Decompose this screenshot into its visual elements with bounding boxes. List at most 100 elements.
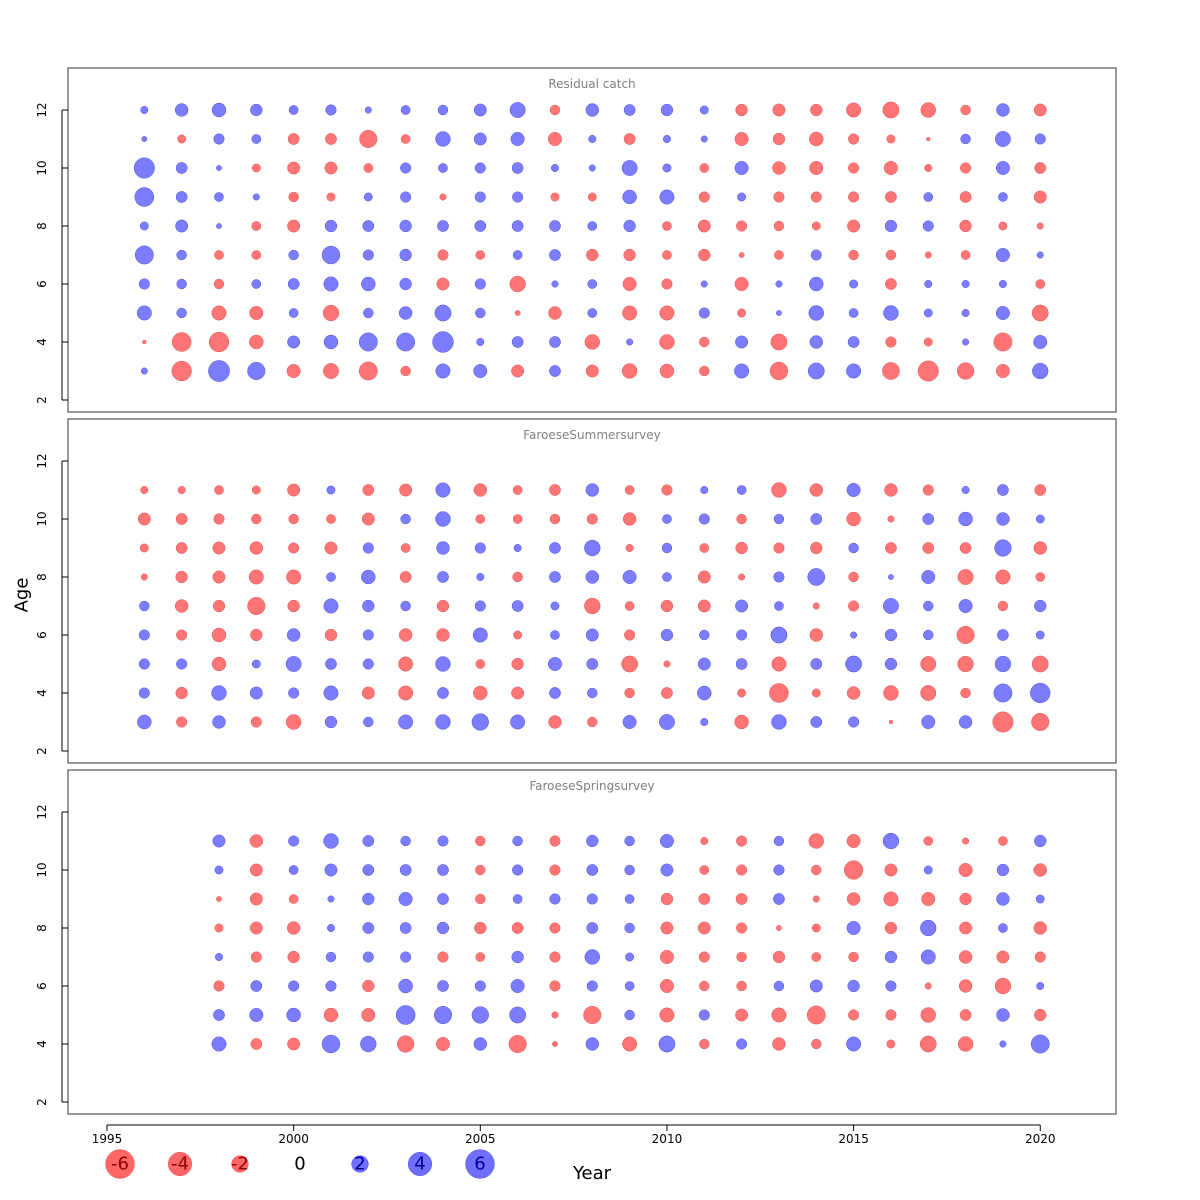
residual-bubble bbox=[549, 835, 561, 847]
legend-bubble bbox=[407, 1151, 433, 1177]
residual-bubble bbox=[661, 278, 673, 290]
y-tick-label: 4 bbox=[35, 1040, 49, 1048]
residual-bubble bbox=[1030, 1034, 1050, 1054]
residual-bubble bbox=[251, 163, 261, 173]
residual-bubble bbox=[809, 628, 823, 642]
residual-bubble bbox=[399, 219, 412, 233]
residual-bubble bbox=[175, 570, 188, 584]
residual-bubble bbox=[623, 104, 636, 116]
residual-bubble bbox=[475, 952, 486, 962]
residual-bubble bbox=[621, 363, 638, 379]
residual-bubble bbox=[323, 276, 339, 292]
residual-bubble bbox=[776, 925, 782, 931]
residual-bubble bbox=[773, 191, 785, 203]
residual-bubble bbox=[960, 133, 971, 145]
residual-bubble bbox=[995, 306, 1010, 320]
residual-bubble bbox=[432, 331, 454, 353]
residual-bubble bbox=[737, 688, 747, 698]
residual-bubble bbox=[325, 951, 337, 963]
residual-bubble bbox=[659, 834, 674, 848]
residual-bubble bbox=[361, 512, 375, 526]
residual-bubble bbox=[887, 515, 895, 523]
residual-bubble bbox=[288, 835, 300, 847]
residual-bubble bbox=[735, 103, 748, 117]
residual-bubble bbox=[658, 1035, 676, 1053]
residual-bubble bbox=[549, 365, 561, 377]
residual-bubble bbox=[363, 716, 374, 728]
y-tick-label: 6 bbox=[35, 280, 49, 288]
residual-bubble bbox=[811, 923, 821, 933]
y-tick-label: 8 bbox=[35, 924, 49, 932]
residual-bubble bbox=[249, 921, 263, 935]
residual-bubble bbox=[399, 922, 412, 934]
residual-bubble bbox=[846, 1036, 862, 1052]
residual-bubble bbox=[359, 130, 378, 148]
residual-bubble bbox=[697, 685, 712, 701]
residual-bubble bbox=[512, 250, 523, 260]
residual-bubble bbox=[249, 686, 263, 700]
residual-bubble bbox=[213, 1009, 225, 1021]
residual-bubble bbox=[736, 629, 748, 641]
residual-bubble bbox=[437, 571, 449, 583]
residual-bubble bbox=[585, 1037, 599, 1051]
residual-bubble bbox=[958, 863, 973, 877]
residual-bubble bbox=[770, 333, 788, 351]
residual-bubble bbox=[361, 569, 376, 585]
residual-bubble bbox=[325, 133, 337, 145]
residual-bubble bbox=[622, 1036, 638, 1052]
residual-bubble bbox=[287, 278, 300, 290]
residual-bubble bbox=[622, 512, 637, 526]
residual-bubble bbox=[586, 658, 599, 670]
residual-bubble bbox=[624, 485, 635, 495]
residual-bubble bbox=[549, 249, 561, 261]
residual-bubble bbox=[697, 657, 711, 671]
y-tick-label: 10 bbox=[35, 511, 49, 526]
residual-bubble bbox=[321, 245, 341, 265]
residual-bubble bbox=[323, 1007, 339, 1023]
panel-frame bbox=[67, 418, 1117, 764]
y-tick-label: 8 bbox=[35, 222, 49, 230]
residual-bubble bbox=[213, 278, 225, 290]
residual-bubble bbox=[697, 921, 711, 935]
residual-bubble bbox=[809, 131, 824, 147]
residual-bubble bbox=[845, 655, 862, 673]
residual-bubble bbox=[997, 484, 1009, 496]
residual-bubble bbox=[697, 570, 711, 584]
residual-bubble bbox=[809, 276, 824, 292]
residual-bubble bbox=[700, 280, 708, 288]
residual-bubble bbox=[920, 949, 936, 965]
residual-bubble bbox=[734, 161, 749, 175]
residual-bubble bbox=[140, 367, 148, 375]
residual-bubble bbox=[326, 514, 336, 524]
residual-bubble bbox=[996, 512, 1010, 526]
residual-bubble bbox=[133, 157, 155, 179]
residual-bubble bbox=[287, 335, 301, 349]
residual-bubble bbox=[1033, 335, 1048, 349]
residual-bubble bbox=[321, 1034, 341, 1054]
legend-label: 4 bbox=[414, 1154, 425, 1175]
residual-bubble bbox=[249, 1008, 264, 1022]
residual-bubble bbox=[883, 685, 899, 701]
residual-bubble bbox=[1034, 834, 1047, 848]
residual-bubble bbox=[323, 598, 339, 614]
residual-bubble bbox=[698, 1009, 710, 1021]
y-tick-label: 4 bbox=[35, 689, 49, 697]
residual-bubble bbox=[288, 687, 300, 699]
residual-bubble bbox=[285, 714, 302, 730]
residual-bubble bbox=[177, 486, 186, 494]
residual-bubble bbox=[622, 189, 637, 205]
residual-bubble bbox=[511, 950, 524, 964]
residual-bubble bbox=[213, 513, 225, 525]
residual-bubble bbox=[996, 950, 1010, 964]
residual-bubble bbox=[847, 336, 860, 348]
residual-bubble bbox=[587, 308, 598, 318]
residual-bubble bbox=[510, 714, 526, 730]
x-axis-title: Year bbox=[572, 1163, 612, 1184]
residual-bubble bbox=[586, 922, 599, 934]
residual-bubble bbox=[923, 836, 934, 846]
residual-bubble bbox=[400, 191, 412, 203]
residual-bubble bbox=[437, 835, 449, 847]
residual-bubble bbox=[140, 573, 148, 581]
residual-bubble bbox=[325, 104, 337, 116]
residual-bubble bbox=[994, 655, 1012, 673]
